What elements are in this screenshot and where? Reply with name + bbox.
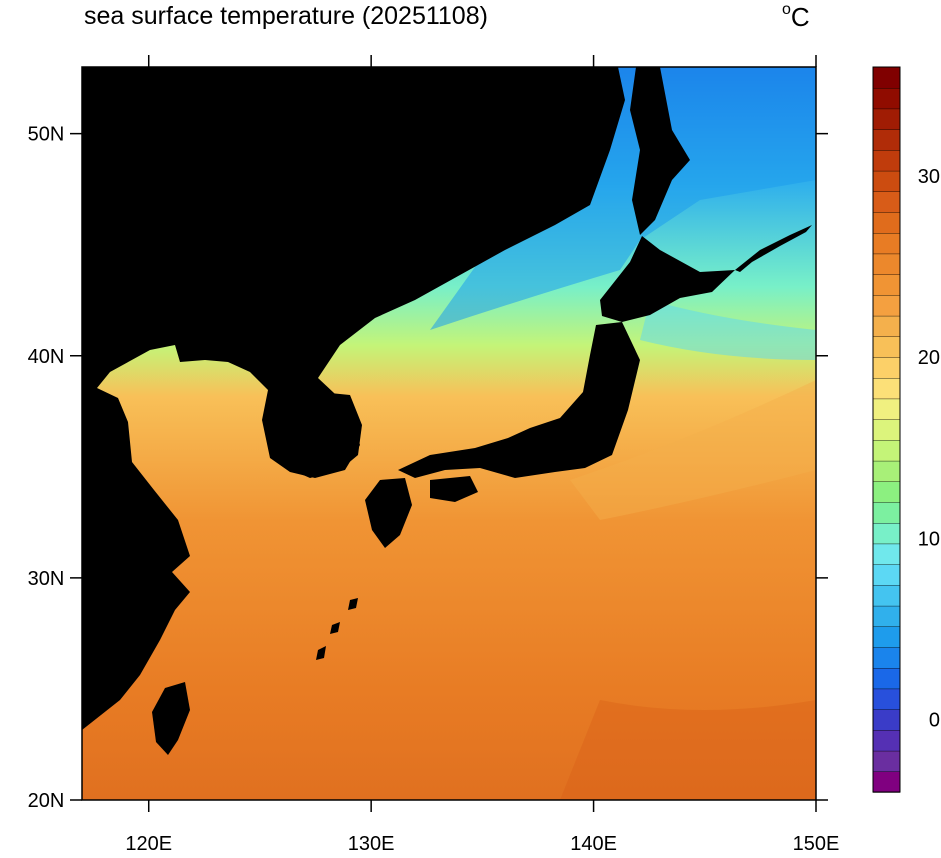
colorbar-segment [872, 398, 901, 420]
colorbar-segment [872, 377, 901, 400]
unit-letter: C [790, 2, 810, 32]
colorbar-label: 0 [929, 710, 940, 732]
colorbar-segment [872, 501, 901, 524]
colorbar-segment [872, 128, 901, 151]
colorbar-segment [872, 253, 901, 275]
colorbar-segment [872, 294, 901, 317]
honshu-island [398, 322, 640, 478]
colorbar-segment [872, 108, 901, 130]
colorbar-segment [872, 211, 901, 234]
colorbar-segment [872, 418, 901, 441]
colorbar-segment [872, 708, 901, 731]
colorbar-segment [872, 87, 901, 110]
ryukyu-islands [316, 598, 358, 660]
colorbar-segment [872, 543, 901, 565]
colorbar-segment [872, 667, 901, 690]
y-tick-label: 30N [28, 568, 65, 590]
x-tick-label: 130E [348, 833, 395, 855]
map-title: sea surface temperature (20251108) [84, 2, 488, 30]
colorbar-segment [872, 771, 901, 793]
x-tick-label: 140E [570, 833, 617, 855]
colorbar-segment [872, 563, 901, 586]
shikoku-island [430, 476, 478, 502]
colorbar-segment [872, 584, 901, 607]
colorbar-segment [872, 688, 901, 710]
colorbar-segment [872, 605, 901, 627]
colorbar-segment [872, 626, 901, 648]
x-tick-label: 120E [125, 833, 172, 855]
map-panel [82, 67, 816, 800]
y-tick-label: 50N [28, 124, 65, 146]
colorbar-segment [872, 522, 901, 545]
colorbar-segment [872, 646, 901, 669]
sakhalin-island [630, 67, 690, 235]
colorbar-segment [872, 315, 901, 337]
colorbar: 0 10 20 30 [872, 66, 940, 793]
colorbar-segment [872, 273, 901, 296]
colorbar-segment [872, 149, 901, 172]
colorbar-segment [872, 356, 901, 379]
y-tick-label: 20N [28, 790, 65, 812]
korean-peninsula [286, 392, 362, 478]
map-frame [81, 66, 817, 801]
kuril-islands [735, 225, 812, 272]
axis-ticks: 120E 130E 140E 150E 20N 30N 40N 50N [28, 55, 840, 855]
colorbar-segment [872, 439, 901, 462]
warm-pool-region [560, 700, 816, 800]
oyashio-current [640, 300, 816, 360]
degree-sign: o [782, 1, 791, 19]
kuroshio-extension [570, 380, 816, 520]
colorbar-label: 10 [918, 528, 940, 550]
colorbar-segment [872, 170, 901, 192]
unit-label: oC [782, 1, 810, 33]
taiwan-island [152, 682, 190, 755]
colorbar-segment [872, 481, 901, 503]
land-masses [82, 67, 812, 755]
colorbar-frame [872, 66, 901, 793]
colorbar-segment [872, 729, 901, 752]
colorbar-segment [872, 336, 901, 358]
x-tick-label: 150E [793, 833, 840, 855]
colorbar-segment [872, 232, 901, 255]
asian-continent [82, 67, 625, 730]
colorbar-label: 30 [918, 166, 940, 188]
colorbar-segment [872, 750, 901, 772]
colorbar-segment [872, 66, 901, 89]
kyushu-island [365, 478, 412, 548]
y-tick-label: 40N [28, 346, 65, 368]
colorbar-label: 20 [918, 347, 940, 369]
hokkaido-island [600, 236, 735, 322]
cold-water-region [430, 67, 816, 330]
colorbar-segment [872, 191, 901, 213]
colorbar-segment [872, 460, 901, 482]
